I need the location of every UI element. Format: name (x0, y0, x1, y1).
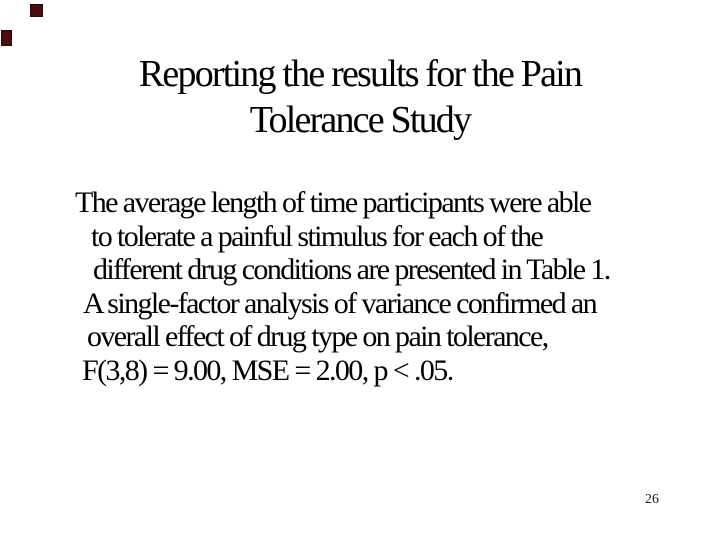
body-text-line: different drug conditions are presented … (93, 253, 611, 286)
slide-title-line-2: Tolerance Study (249, 99, 472, 141)
body-text-line: The average length of time participants … (75, 186, 592, 219)
body-text-line: A single-factor analysis of variance con… (83, 286, 598, 320)
body-text-line: overall effect of drug type on pain tole… (87, 320, 549, 353)
body-text-line: F(3,8) = 9.00, MSE = 2.00, p < .05. (82, 353, 454, 387)
slide-title-line-1: Reporting the results for the Pain (138, 53, 583, 95)
slide-title: Reporting the results for the Pain Toler… (40, 51, 680, 143)
decoration-square-top (30, 4, 43, 17)
page-number-label: 26 (645, 492, 659, 507)
decoration-square-left (1, 30, 12, 46)
slide-body-text: The average length of time participants … (75, 186, 675, 387)
body-text-line: to tolerate a painful stimulus for each … (91, 219, 544, 253)
